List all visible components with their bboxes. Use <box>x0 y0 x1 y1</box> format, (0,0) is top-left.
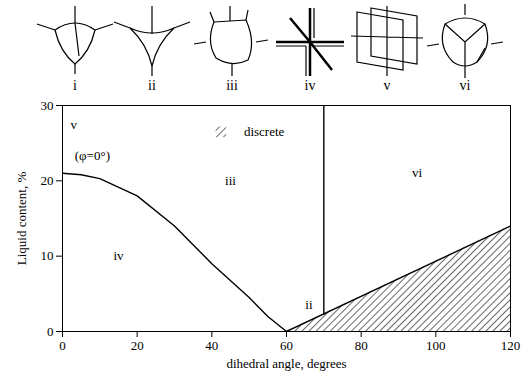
svg-text:dihedral angle, degrees: dihedral angle, degrees <box>226 356 346 371</box>
svg-text:120: 120 <box>501 338 521 353</box>
svg-text:iv: iv <box>113 248 124 263</box>
svg-text:i: i <box>73 78 77 93</box>
svg-text:vi: vi <box>460 78 471 93</box>
svg-text:100: 100 <box>426 338 446 353</box>
svg-text:40: 40 <box>205 338 218 353</box>
svg-text:30: 30 <box>41 98 54 113</box>
svg-text:iii: iii <box>226 78 238 93</box>
svg-text:20: 20 <box>41 173 54 188</box>
svg-text:60: 60 <box>280 338 293 353</box>
svg-text:10: 10 <box>41 248 54 263</box>
svg-text:discrete: discrete <box>244 124 285 139</box>
svg-text:iv: iv <box>305 78 316 93</box>
svg-text:0: 0 <box>59 338 66 353</box>
svg-text:0: 0 <box>47 324 54 339</box>
svg-text:iii: iii <box>225 173 236 188</box>
svg-text:Liquid content, %: Liquid content, % <box>14 172 29 266</box>
svg-text:ii: ii <box>148 78 156 93</box>
svg-text:(φ=0°): (φ=0°) <box>75 148 110 163</box>
svg-text:ii: ii <box>305 297 313 312</box>
svg-text:v: v <box>70 116 77 131</box>
svg-text:v: v <box>384 78 391 93</box>
svg-text:vi: vi <box>412 165 423 180</box>
svg-text:20: 20 <box>131 338 144 353</box>
svg-text:80: 80 <box>355 338 368 353</box>
